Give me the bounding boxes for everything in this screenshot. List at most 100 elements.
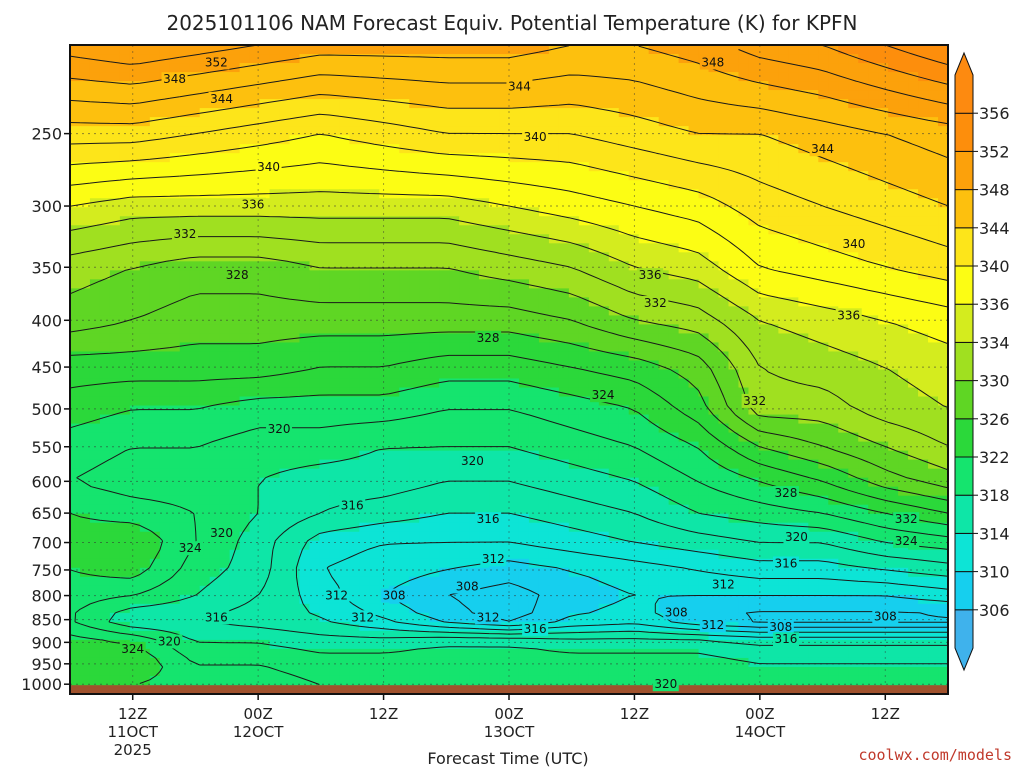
- heatmap-cell: [548, 90, 560, 100]
- heatmap-cell: [538, 540, 550, 551]
- heatmap-cell: [748, 369, 760, 380]
- heatmap-cell: [109, 225, 121, 235]
- heatmap-cell: [409, 342, 420, 353]
- heatmap-cell: [379, 144, 390, 154]
- heatmap-cell: [748, 504, 760, 515]
- heatmap-cell: [309, 468, 321, 479]
- heatmap-cell: [778, 414, 789, 425]
- heatmap-cell: [708, 162, 720, 172]
- heatmap-cell: [608, 108, 620, 118]
- heatmap-cell: [548, 63, 560, 73]
- heatmap-cell: [509, 486, 520, 497]
- heatmap-cell: [339, 117, 350, 127]
- heatmap-cell: [698, 72, 710, 82]
- heatmap-cell: [908, 162, 919, 172]
- heatmap-cell: [169, 369, 181, 380]
- heatmap-cell: [688, 468, 700, 479]
- heatmap-cell: [319, 414, 331, 425]
- heatmap-cell: [608, 279, 620, 289]
- heatmap-cell: [489, 234, 500, 244]
- heatmap-cell: [538, 360, 550, 371]
- heatmap-cell: [708, 414, 720, 425]
- heatmap-cell: [89, 135, 101, 145]
- heatmap-cell: [489, 270, 500, 280]
- heatmap-cell: [798, 477, 809, 488]
- heatmap-cell: [499, 396, 510, 407]
- heatmap-cell: [449, 378, 460, 389]
- heatmap-cell: [139, 414, 151, 425]
- heatmap-cell: [728, 378, 740, 389]
- heatmap-cell: [538, 216, 550, 226]
- heatmap-cell: [848, 396, 859, 407]
- heatmap-cell: [129, 288, 141, 298]
- heatmap-cell: [309, 324, 321, 335]
- heatmap-cell: [908, 495, 919, 506]
- heatmap-cell: [249, 117, 261, 127]
- heatmap-cell: [848, 333, 859, 344]
- heatmap-cell: [109, 342, 121, 353]
- heatmap-cell: [868, 450, 879, 461]
- heatmap-cell: [459, 54, 470, 64]
- heatmap-cell: [928, 126, 939, 136]
- heatmap-cell: [379, 486, 390, 497]
- heatmap-cell: [99, 405, 111, 416]
- heatmap-cell: [758, 45, 770, 55]
- heatmap-cell: [99, 423, 111, 434]
- heatmap-cell: [918, 81, 929, 91]
- heatmap-cell: [489, 351, 500, 362]
- heatmap-cell: [568, 216, 580, 226]
- heatmap-cell: [279, 360, 291, 371]
- heatmap-cell: [798, 81, 809, 91]
- heatmap-cell: [479, 252, 490, 262]
- heatmap-cell: [738, 54, 750, 64]
- heatmap-cell: [668, 99, 680, 109]
- heatmap-cell: [289, 513, 301, 524]
- heatmap-cell: [459, 549, 470, 560]
- heatmap-cell: [379, 549, 390, 560]
- heatmap-cell: [99, 207, 111, 217]
- heatmap-cell: [439, 153, 450, 163]
- heatmap-cell: [778, 369, 789, 380]
- heatmap-cell: [189, 405, 201, 416]
- heatmap-cell: [778, 423, 789, 434]
- heatmap-cell: [439, 144, 450, 154]
- heatmap-cell: [558, 135, 570, 145]
- heatmap-cell: [209, 342, 221, 353]
- heatmap-cell: [459, 387, 470, 398]
- heatmap-cell: [918, 243, 929, 253]
- heatmap-cell: [628, 279, 640, 289]
- heatmap-cell: [788, 396, 799, 407]
- heatmap-cell: [289, 486, 301, 497]
- heatmap-cell: [608, 297, 620, 307]
- heatmap-cell: [628, 99, 640, 109]
- heatmap-cell: [79, 261, 91, 271]
- heatmap-cell: [109, 198, 121, 208]
- heatmap-cell: [898, 54, 909, 64]
- heatmap-cell: [538, 45, 550, 55]
- heatmap-cell: [798, 144, 809, 154]
- heatmap-cell: [688, 198, 700, 208]
- heatmap-cell: [399, 450, 410, 461]
- heatmap-cell: [838, 81, 849, 91]
- heatmap-cell: [518, 477, 530, 488]
- heatmap-cell: [898, 468, 909, 479]
- heatmap-cell: [109, 441, 121, 452]
- heatmap-cell: [449, 297, 460, 307]
- heatmap-cell: [808, 198, 819, 208]
- heatmap-cell: [149, 45, 161, 55]
- heatmap-cell: [259, 288, 271, 298]
- heatmap-cell: [768, 207, 779, 217]
- heatmap-cell: [429, 414, 440, 425]
- heatmap-cell: [279, 243, 291, 253]
- heatmap-cell: [449, 234, 460, 244]
- heatmap-cell: [229, 108, 241, 118]
- heatmap-cell: [758, 333, 770, 344]
- heatmap-cell: [638, 225, 650, 235]
- heatmap-cell: [70, 72, 81, 82]
- heatmap-cell: [858, 153, 869, 163]
- heatmap-cell: [409, 504, 420, 515]
- heatmap-cell: [319, 81, 331, 91]
- heatmap-cell: [938, 153, 949, 163]
- heatmap-cell: [798, 108, 809, 118]
- heatmap-cell: [648, 243, 660, 253]
